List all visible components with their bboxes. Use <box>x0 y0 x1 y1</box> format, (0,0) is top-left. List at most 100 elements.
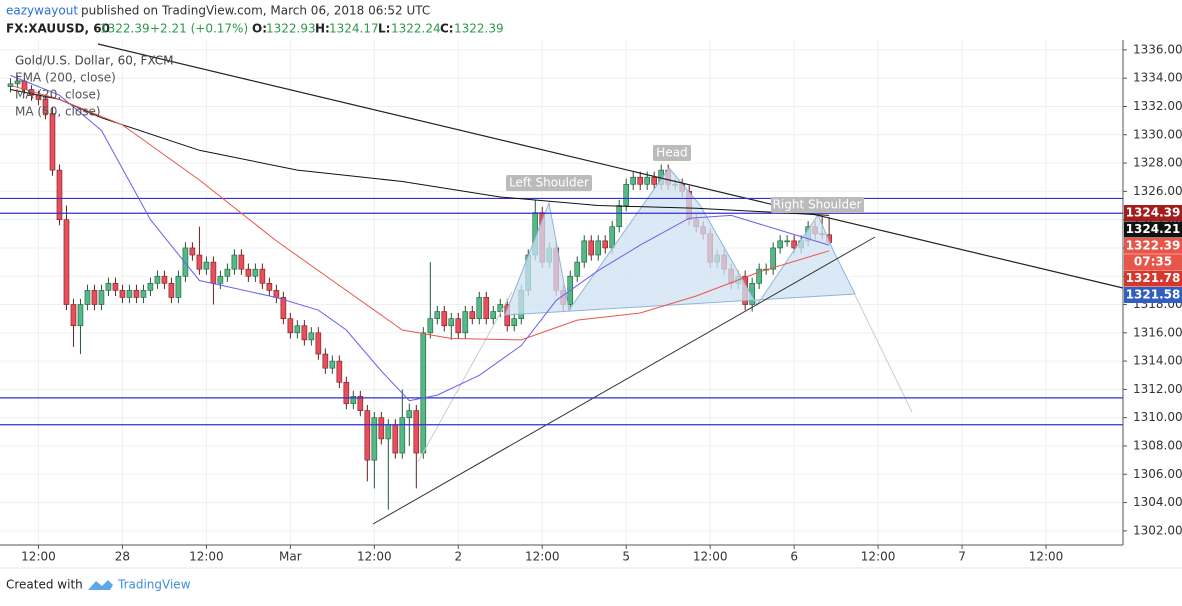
close: 1322.39 <box>454 22 504 36</box>
candle-body <box>203 261 210 270</box>
price-label-box <box>1124 287 1182 303</box>
candle-body <box>14 80 21 85</box>
candle-body <box>217 275 224 284</box>
y-tick-label: 1336.00 <box>1133 42 1182 56</box>
y-tick-label: 1330.00 <box>1133 127 1182 141</box>
last: 1322.39 <box>100 22 150 36</box>
candle-body <box>168 283 175 298</box>
indicator-line <box>10 74 830 402</box>
annotation-box <box>771 197 864 213</box>
candle-body <box>84 290 91 305</box>
candle-body <box>224 268 231 277</box>
candle-body <box>476 297 483 319</box>
author[interactable]: eazywayout <box>6 4 78 18</box>
annotation: Head <box>656 146 687 160</box>
candle-body <box>182 247 189 277</box>
candle-body <box>119 290 126 298</box>
candle-body <box>406 410 413 418</box>
candle-body <box>455 318 462 334</box>
candle-body <box>616 205 623 228</box>
x-tick-label: 5 <box>622 550 630 564</box>
candle-body <box>259 268 266 284</box>
candle-body <box>357 396 364 411</box>
o-label: O: <box>252 22 267 36</box>
candle-body <box>777 240 783 249</box>
y-tick-label: 1306.00 <box>1133 467 1182 481</box>
y-tick-label: 1312.00 <box>1133 382 1182 396</box>
symbol: FX:XAUUSD, 60 <box>6 22 110 36</box>
candle-body <box>112 283 119 291</box>
candle-body <box>77 304 84 327</box>
x-tick-label: 12:00 <box>357 550 392 564</box>
indicator-line <box>10 89 830 216</box>
candle-body <box>210 261 217 284</box>
y-tick-label: 1328.00 <box>1133 156 1182 170</box>
candle-body <box>413 410 420 454</box>
brand[interactable]: TradingView <box>117 578 191 592</box>
candle-body <box>175 275 182 298</box>
y-tick-label: 1332.00 <box>1133 99 1182 113</box>
price-label: 1321.78 <box>1126 271 1181 285</box>
candle-body <box>595 240 602 256</box>
legend-entry: EMA (200, close) <box>15 71 116 85</box>
annotation-box <box>653 145 691 161</box>
annotation: Left Shoulder <box>509 176 589 190</box>
price-label: 07:35 <box>1134 255 1172 269</box>
y-tick-label: 1314.00 <box>1133 354 1182 368</box>
candle-body <box>392 424 399 454</box>
candle-body <box>448 318 455 327</box>
y-tick-label: 1334.00 <box>1133 71 1182 85</box>
candle-body <box>238 254 245 270</box>
legend-entry: MA (20, close) <box>15 88 101 102</box>
trend-line <box>372 236 876 525</box>
x-tick-label: 6 <box>790 550 798 564</box>
created-with: Created with <box>6 578 83 592</box>
candle-body <box>462 311 469 334</box>
candle-body <box>252 268 259 277</box>
published: published on TradingView.com, March 06, … <box>81 4 430 18</box>
h-label: H: <box>315 22 330 36</box>
candle-body <box>322 353 329 369</box>
annotation-box <box>506 175 592 191</box>
legend-entry: MA (50, close) <box>15 105 101 119</box>
candle-body <box>140 290 147 298</box>
x-tick-label: 12:00 <box>861 550 896 564</box>
candle-body <box>287 318 294 334</box>
candle-body <box>294 325 301 334</box>
price-label-box <box>1124 254 1182 271</box>
candle-body <box>343 382 350 404</box>
candle-body <box>441 311 448 327</box>
candle-body <box>490 311 497 319</box>
candle-body <box>315 332 322 355</box>
price-label: 1322.39 <box>1126 238 1181 252</box>
candle-body <box>147 283 154 291</box>
candle-body <box>56 169 63 220</box>
candle-body <box>588 240 595 256</box>
y-tick-label: 1326.00 <box>1133 184 1182 198</box>
candle-body <box>469 311 476 319</box>
candle-body <box>126 290 133 298</box>
candle-body <box>189 247 196 256</box>
candle-body <box>231 254 238 270</box>
candle-body <box>364 410 371 461</box>
candle-body <box>651 176 658 185</box>
tv-logo <box>88 580 113 590</box>
candle-body <box>105 283 112 291</box>
y-tick-label: 1304.00 <box>1133 495 1182 509</box>
candle-body <box>630 176 637 185</box>
candle-body <box>336 360 343 383</box>
candle-body <box>602 240 609 249</box>
head-shoulders-pattern <box>504 167 856 316</box>
candle-body <box>609 226 616 249</box>
y-tick-label: 1316.00 <box>1133 325 1182 339</box>
x-tick-label: 7 <box>958 550 966 564</box>
candle-body <box>770 247 776 270</box>
candle-body <box>154 275 161 284</box>
chart-title: Gold/U.S. Dollar, 60, FXCM <box>15 54 174 68</box>
price-label: 1321.58 <box>1126 288 1181 302</box>
candle-body <box>644 176 651 185</box>
candle-body <box>483 297 490 319</box>
y-tick-label: 1308.00 <box>1133 438 1182 452</box>
x-tick-label: 12:00 <box>1029 550 1064 564</box>
